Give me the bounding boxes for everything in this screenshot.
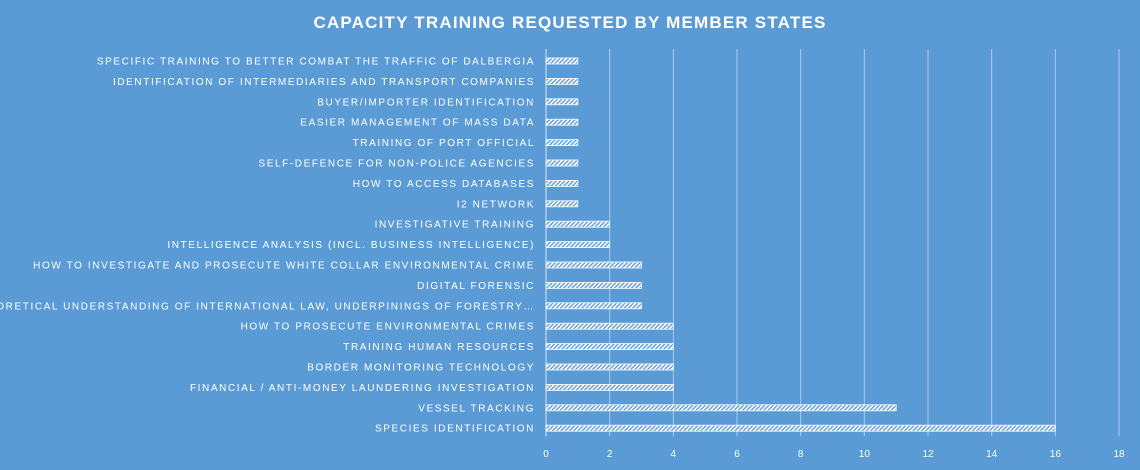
- bar: [545, 302, 642, 310]
- bar: [545, 98, 579, 106]
- x-tick-label: 10: [859, 449, 871, 460]
- category-label: THEORETICAL UNDERSTANDING OF INTERNATION…: [0, 301, 535, 312]
- bar: [545, 159, 579, 167]
- chart-title: CAPACITY TRAINING REQUESTED BY MEMBER ST…: [313, 13, 826, 32]
- category-label: HOW TO ACCESS DATABASES: [353, 179, 535, 190]
- x-tick-label: 2: [607, 449, 613, 460]
- x-tick-label: 12: [922, 449, 934, 460]
- x-tick-label: 0: [543, 449, 549, 460]
- category-label: I2 NETWORK: [457, 199, 535, 210]
- category-label: HOW TO PROSECUTE ENVIRONMENTAL CRIMES: [241, 322, 535, 333]
- category-label-layer: SPECIFIC TRAINING TO BETTER COMBAT THE T…: [0, 57, 535, 435]
- category-label: EASIER MANAGEMENT OF MASS DATA: [300, 118, 535, 129]
- bar: [545, 57, 579, 65]
- bar: [545, 261, 642, 269]
- x-tick-label: 16: [1050, 449, 1062, 460]
- bar: [545, 241, 611, 249]
- x-tick-label: 14: [986, 449, 998, 460]
- bar: [545, 139, 579, 147]
- x-tick-label: 8: [798, 449, 804, 460]
- bar: [545, 220, 611, 228]
- bar: [545, 179, 579, 187]
- bar: [545, 404, 897, 412]
- category-label: VESSEL TRACKING: [418, 403, 535, 414]
- category-label: SPECIES IDENTIFICATION: [375, 424, 535, 435]
- bar: [545, 343, 674, 351]
- category-label: FINANCIAL / ANTI-MONEY LAUNDERING INVEST…: [190, 383, 535, 394]
- x-tick-label: 18: [1113, 449, 1125, 460]
- bar: [545, 200, 579, 208]
- category-label: TRAINING OF PORT OFFICIAL: [353, 138, 535, 149]
- bar: [545, 383, 674, 391]
- category-label: SPECIFIC TRAINING TO BETTER COMBAT THE T…: [97, 57, 535, 68]
- grid-layer: [545, 49, 1120, 437]
- bar: [545, 424, 1056, 432]
- bar: [545, 363, 674, 371]
- bar-layer: [545, 57, 1056, 432]
- bar: [545, 322, 674, 330]
- bar: [545, 78, 579, 85]
- category-label: IDENTIFICATION OF INTERMEDIARIES AND TRA…: [113, 77, 535, 88]
- category-label: BORDER MONITORING TECHNOLOGY: [307, 363, 535, 374]
- x-tick-layer: 0 2 4 6 8 10 12 14 16 18: [543, 449, 1125, 460]
- category-label: INTELLIGENCE ANALYSIS (INCL. BUSINESS IN…: [167, 240, 535, 251]
- bar: [545, 281, 642, 289]
- bar: [545, 118, 579, 126]
- x-tick-label: 6: [734, 449, 740, 460]
- category-label: BUYER/IMPORTER IDENTIFICATION: [317, 97, 535, 108]
- category-label: INVESTIGATIVE TRAINING: [375, 220, 535, 231]
- x-tick-label: 4: [671, 449, 677, 460]
- category-label: TRAINING HUMAN RESOURCES: [343, 342, 535, 353]
- category-label: DIGITAL FORENSIC: [417, 281, 535, 292]
- category-label: SELF-DEFENCE FOR NON-POLICE AGENCIES: [258, 159, 535, 170]
- category-label: HOW TO INVESTIGATE AND PROSECUTE WHITE C…: [33, 261, 535, 272]
